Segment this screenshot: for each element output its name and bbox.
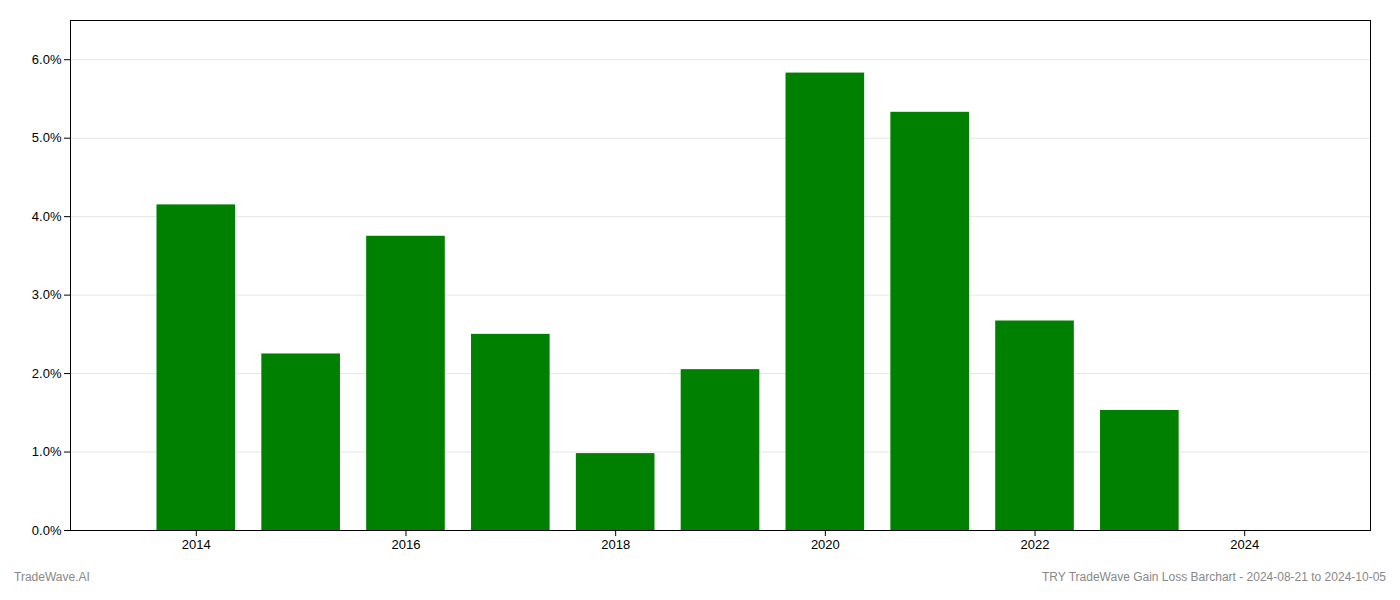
svg-text:3.0%: 3.0% [32, 287, 62, 302]
svg-text:1.0%: 1.0% [32, 444, 62, 459]
html-text:TradeWave.AI: TradeWave.AI [14, 570, 90, 584]
svg-text:2020: 2020 [811, 537, 840, 552]
svg-text:5.0%: 5.0% [32, 130, 62, 145]
html-text:TRY TradeWave Gain Loss Barcha: TRY TradeWave Gain Loss Barchart - 2024-… [1042, 570, 1386, 584]
svg-text:2018: 2018 [601, 537, 630, 552]
svg-text:6.0%: 6.0% [32, 52, 62, 67]
svg-text:2.0%: 2.0% [32, 366, 62, 381]
svg-text:2024: 2024 [1230, 537, 1259, 552]
svg-text:0.0%: 0.0% [32, 523, 62, 538]
svg-text:2014: 2014 [182, 537, 211, 552]
svg-text:4.0%: 4.0% [32, 209, 62, 224]
svg-text:2022: 2022 [1021, 537, 1050, 552]
svg-text:2016: 2016 [392, 537, 421, 552]
